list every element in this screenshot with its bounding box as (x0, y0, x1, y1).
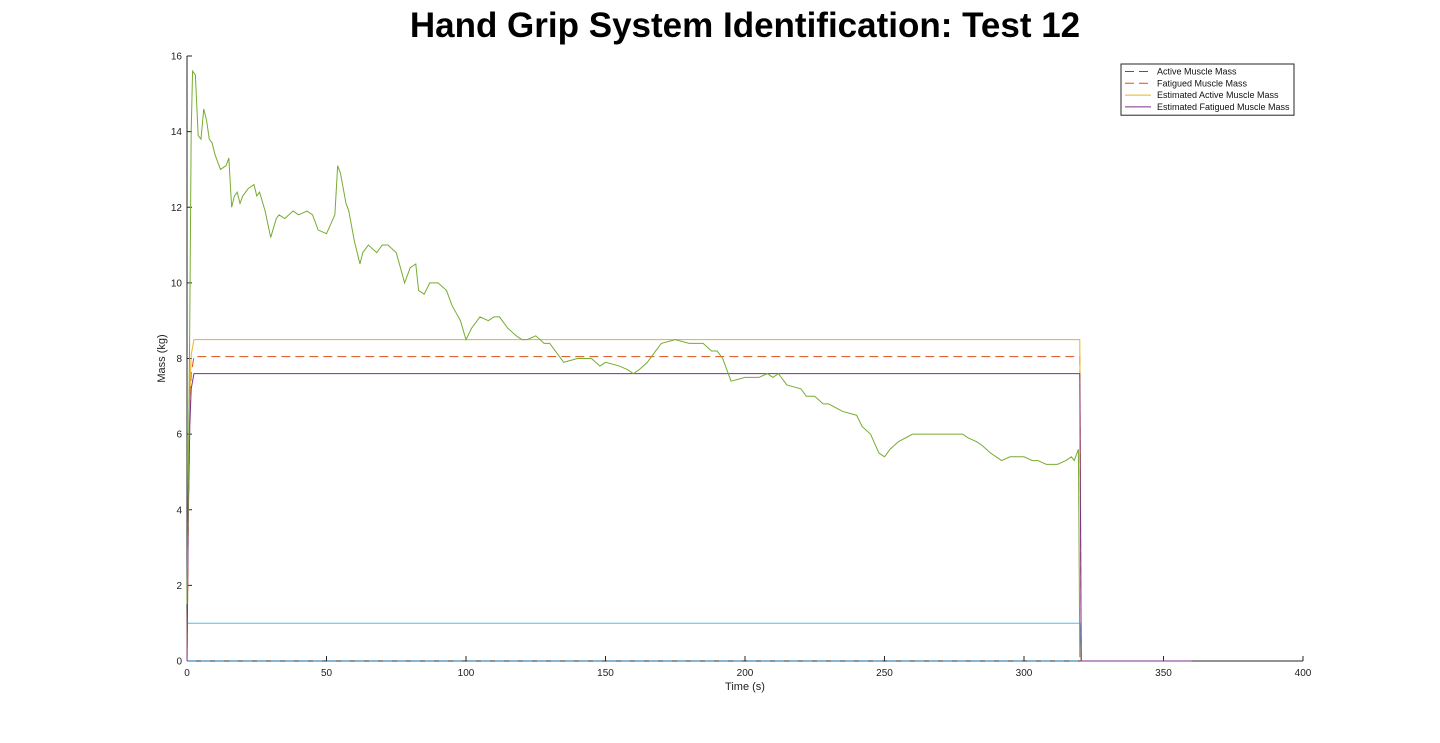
y-tick-label: 14 (171, 127, 183, 138)
x-tick-label: 150 (597, 668, 614, 679)
y-tick-label: 4 (176, 505, 182, 516)
y-tick-label: 8 (176, 354, 182, 365)
x-tick-label: 300 (1016, 668, 1033, 679)
measured-grip-force-line (186, 69, 1081, 658)
x-axis-label: Time (s) (725, 681, 765, 693)
legend-entry-label: Estimated Fatigued Muscle Mass (1157, 102, 1290, 112)
x-tick-label: 0 (184, 668, 190, 679)
legend-entry-label: Estimated Active Muscle Mass (1157, 90, 1279, 100)
y-tick-label: 6 (176, 430, 182, 441)
y-tick-label: 10 (171, 278, 183, 289)
y-axis-label: Mass (kg) (156, 334, 168, 382)
plot-area (187, 56, 1303, 661)
y-tick-label: 12 (171, 203, 183, 214)
y-tick-label: 2 (176, 581, 182, 592)
axes: 0 50 100 150 200 250 300 350 400 0 2 4 6 8 10 12 14 16 (171, 52, 1312, 680)
x-tick-label: 400 (1295, 668, 1312, 679)
legend-entry-label: Fatigued Muscle Mass (1157, 78, 1248, 88)
x-tick-label: 350 (1155, 668, 1172, 679)
series-lines (186, 69, 1192, 662)
chart-title: Hand Grip System Identification: Test 12 (409, 6, 1081, 45)
legend-entry-label: Active Muscle Mass (1157, 67, 1237, 77)
x-tick-label: 200 (737, 668, 754, 679)
x-tick-label: 50 (321, 668, 333, 679)
x-tick-label: 100 (458, 668, 475, 679)
y-tick-label: 16 (171, 52, 183, 63)
y-tick-label: 0 (176, 657, 182, 668)
x-tick-label: 250 (876, 668, 893, 679)
